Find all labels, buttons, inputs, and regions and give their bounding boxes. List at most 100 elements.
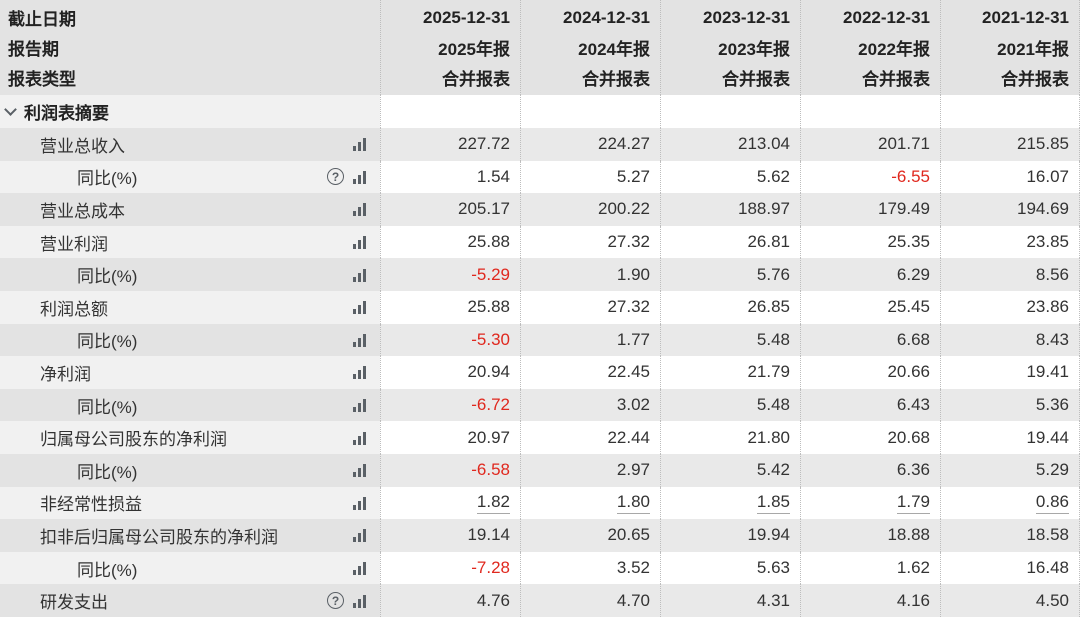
col-date: 2021-12-31 (982, 7, 1069, 27)
row-label-cell: 营业总收入 (0, 128, 380, 161)
value-cell: 3.52 (520, 551, 660, 585)
value-cell: 6.36 (800, 453, 940, 487)
value-cell: 8.43 (940, 323, 1080, 357)
value-cell: 1.90 (520, 258, 660, 291)
row-label-cell: 归属母公司股东的净利润 (0, 421, 380, 454)
header-label-cell: 截止日期 报告期 报表类型 (0, 0, 380, 95)
value-cell: 27.32 (520, 225, 660, 259)
value-cell: 25.88 (380, 225, 520, 259)
row-label-cell: 研发支出 ? (0, 584, 380, 617)
value-cell: 19.44 (940, 421, 1080, 454)
col-report-type: 合并报表 (862, 70, 930, 89)
help-icon[interactable]: ? (327, 592, 344, 610)
value-cell: -6.55 (800, 160, 940, 194)
bar-chart-icon[interactable] (353, 561, 366, 576)
row-label: 同比(%) (77, 397, 138, 417)
value-cell: 1.62 (800, 551, 940, 585)
header-label-report-type: 报表类型 (8, 70, 76, 89)
col-report-type: 合并报表 (1001, 70, 1069, 89)
col-date: 2025-12-31 (423, 7, 510, 27)
value-cell: 5.36 (940, 388, 1080, 422)
col-period: 2021年报 (997, 40, 1069, 59)
bar-chart-icon[interactable] (353, 333, 366, 347)
table-row: 同比(%) -6.58 2.97 5.42 6.36 5.29 (0, 453, 1080, 487)
col-date: 2023-12-31 (703, 7, 790, 27)
value-cell: 1.82 (380, 486, 520, 520)
row-label: 营业总成本 (40, 201, 125, 221)
col-report-type: 合并报表 (582, 70, 650, 89)
value-cell: 19.94 (660, 519, 800, 552)
col-period: 2022年报 (858, 40, 930, 59)
section-label-cell[interactable]: 利润表摘要 (0, 95, 380, 128)
bar-chart-icon[interactable] (353, 235, 366, 250)
row-label-cell: 同比(%) (0, 388, 380, 422)
bar-chart-icon[interactable] (353, 528, 366, 543)
value-cell: 1.80 (520, 486, 660, 520)
row-label: 营业利润 (40, 234, 108, 254)
col-date: 2024-12-31 (563, 7, 650, 27)
row-label: 非经常性损益 (40, 495, 142, 515)
value-cell: 19.41 (940, 356, 1080, 389)
value-cell: 20.94 (380, 356, 520, 389)
value-cell: 4.70 (520, 584, 660, 617)
table-row: 同比(%) -6.72 3.02 5.48 6.43 5.36 (0, 388, 1080, 422)
row-label-cell: 营业利润 (0, 225, 380, 259)
value-cell: 1.85 (660, 486, 800, 520)
table-row: 同比(%) -7.28 3.52 5.63 1.62 16.48 (0, 551, 1080, 585)
value-cell: 6.43 (800, 388, 940, 422)
table-row: 净利润 20.94 22.45 21.79 20.66 19.41 (0, 356, 1080, 389)
table-row: 营业总成本 205.17 200.22 188.97 179.49 194.69 (0, 193, 1080, 226)
col-report-type: 合并报表 (442, 70, 510, 89)
bar-chart-icon[interactable] (353, 170, 366, 184)
chevron-down-icon[interactable] (4, 103, 17, 116)
section-blank-cell (520, 95, 660, 128)
row-label-cell: 同比(%) (0, 453, 380, 487)
bar-chart-icon[interactable] (353, 137, 366, 152)
value-cell: 2.97 (520, 453, 660, 487)
header-col-2025: 2025-12-31 2025年报 合并报表 (380, 0, 520, 95)
row-label: 营业总收入 (40, 136, 125, 156)
bar-chart-icon[interactable] (353, 496, 366, 510)
bar-chart-icon[interactable] (353, 594, 366, 608)
value-cell: 16.48 (940, 551, 1080, 585)
help-icon[interactable]: ? (327, 168, 344, 186)
row-label-cell: 利润总额 (0, 290, 380, 324)
row-label: 同比(%) (77, 462, 138, 482)
table-row: 同比(%) ? 1.54 5.27 5.62 -6.55 16.07 (0, 160, 1080, 194)
section-title[interactable]: 利润表摘要 (24, 104, 109, 123)
value-cell: 5.48 (660, 323, 800, 357)
section-row: 利润表摘要 (0, 95, 1080, 128)
value-cell: 4.31 (660, 584, 800, 617)
bar-chart-icon[interactable] (353, 268, 366, 282)
value-cell: 22.44 (520, 421, 660, 454)
value-cell: 5.27 (520, 160, 660, 194)
bar-chart-icon[interactable] (353, 463, 366, 478)
value-cell: 179.49 (800, 193, 940, 226)
value-cell: 200.22 (520, 193, 660, 226)
row-label-cell: 同比(%) (0, 258, 380, 291)
value-cell: 5.42 (660, 453, 800, 487)
table-row: 利润总额 25.88 27.32 26.85 25.45 23.86 (0, 290, 1080, 324)
value-cell: 20.66 (800, 356, 940, 389)
value-cell: 0.86 (940, 486, 1080, 520)
bar-chart-icon[interactable] (353, 300, 366, 315)
row-label: 同比(%) (77, 332, 138, 352)
value-cell: -5.29 (380, 258, 520, 291)
value-cell: 1.77 (520, 323, 660, 357)
value-cell: 20.65 (520, 519, 660, 552)
bar-chart-icon[interactable] (353, 365, 366, 380)
value-cell: -7.28 (380, 551, 520, 585)
value-cell: 26.85 (660, 290, 800, 324)
value-cell: 5.62 (660, 160, 800, 194)
value-cell: 4.16 (800, 584, 940, 617)
value-cell: 16.07 (940, 160, 1080, 194)
value-cell: -6.58 (380, 453, 520, 487)
value-cell: 215.85 (940, 128, 1080, 161)
table-header: 截止日期 报告期 报表类型 2025-12-31 2025年报 合并报表 202… (0, 0, 1080, 95)
bar-chart-icon[interactable] (353, 202, 366, 217)
bar-chart-icon[interactable] (353, 431, 366, 445)
value-cell: 213.04 (660, 128, 800, 161)
value-cell: 4.76 (380, 584, 520, 617)
bar-chart-icon[interactable] (353, 398, 366, 413)
